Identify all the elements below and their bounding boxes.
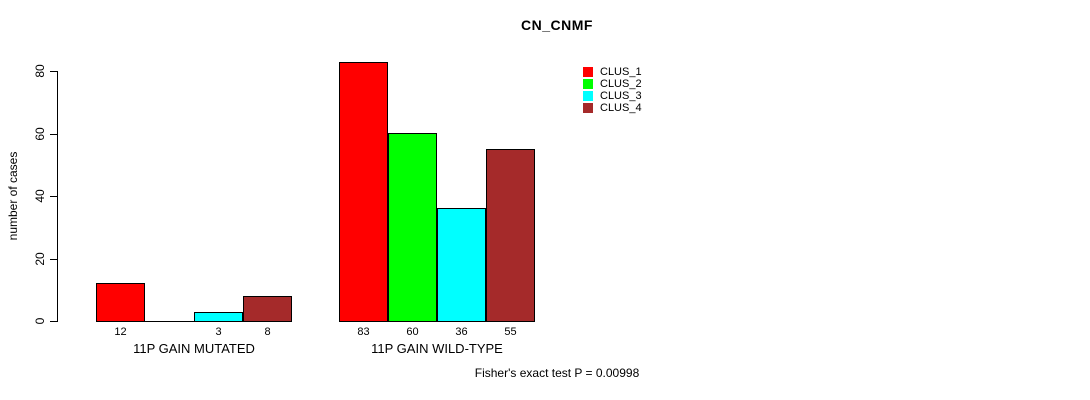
y-tick xyxy=(50,133,57,135)
legend-swatch-clus_4 xyxy=(583,103,593,113)
legend-row: CLUS_2 xyxy=(583,78,642,90)
bar-g1-s0 xyxy=(339,62,388,322)
bar-value-label: 12 xyxy=(114,326,127,338)
bar-g0-s0 xyxy=(96,283,145,322)
y-tick xyxy=(50,258,57,260)
y-axis-line xyxy=(57,71,58,322)
bar-value-label: 83 xyxy=(357,326,370,338)
x-group-label: 11P GAIN WILD-TYPE xyxy=(371,341,503,356)
legend-row: CLUS_1 xyxy=(583,66,642,78)
legend-swatch-clus_2 xyxy=(583,79,593,89)
y-tick xyxy=(50,196,57,197)
bar-value-label: 55 xyxy=(504,326,517,338)
chart-title: CN_CNMF xyxy=(521,17,593,33)
bar-g1-s3 xyxy=(486,149,535,322)
bar-g0-s3 xyxy=(243,296,292,322)
legend-swatch-clus_1 xyxy=(583,67,593,77)
legend-label: CLUS_1 xyxy=(600,66,642,78)
bar-g1-s2 xyxy=(437,208,486,322)
y-tick-label: 60 xyxy=(33,126,47,141)
y-tick xyxy=(50,71,57,72)
legend-row: CLUS_3 xyxy=(583,90,642,102)
y-axis-label: number of cases xyxy=(6,151,20,241)
y-tick-label: 0 xyxy=(33,317,47,325)
legend-label: CLUS_2 xyxy=(600,78,642,90)
legend-label: CLUS_4 xyxy=(600,102,642,114)
x-group-label: 11P GAIN MUTATED xyxy=(133,341,255,356)
legend-swatch-clus_3 xyxy=(583,91,593,101)
y-tick xyxy=(50,321,57,322)
y-tick-label: 20 xyxy=(33,251,47,266)
legend-row: CLUS_4 xyxy=(583,102,642,114)
bar-value-label: 3 xyxy=(215,326,222,338)
bar-value-label: 8 xyxy=(264,326,271,338)
bar-g1-s1 xyxy=(388,133,437,322)
bar-value-label: 36 xyxy=(455,326,468,338)
y-tick-label: 80 xyxy=(33,64,47,78)
y-tick-label: 40 xyxy=(33,189,47,203)
bar-g0-s2 xyxy=(194,312,243,322)
legend-label: CLUS_3 xyxy=(600,90,642,102)
bar-value-label: 60 xyxy=(406,326,419,338)
legend: CLUS_1 CLUS_2 CLUS_3 CLUS_4 xyxy=(583,66,642,114)
fisher-test-annotation: Fisher's exact test P = 0.00998 xyxy=(474,366,640,380)
